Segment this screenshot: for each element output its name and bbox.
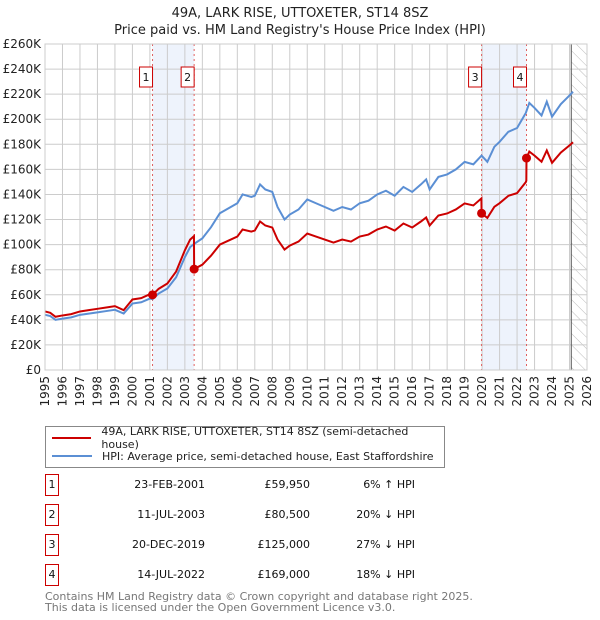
transaction-hpi-diff: 27% ↓ HPI	[356, 538, 415, 551]
legend-hpi: HPI: Average price, semi-detached house,…	[102, 449, 434, 463]
x-tick-label: 2008	[265, 376, 279, 407]
x-tick-label: 1999	[108, 376, 122, 407]
transaction-hpi-diff: 18% ↓ HPI	[356, 568, 415, 581]
x-tick-label: 2021	[493, 376, 507, 407]
x-tick-label: 2009	[283, 376, 297, 407]
transaction-date: 11-JUL-2003	[137, 508, 205, 521]
chart-subtitle: Price paid vs. HM Land Registry's House …	[114, 23, 486, 38]
transaction-date: 14-JUL-2022	[137, 568, 205, 581]
shaded-period-3-4	[481, 44, 527, 370]
x-tick-label: 2016	[405, 376, 419, 407]
sale-point	[148, 290, 158, 300]
footer-line-2: This data is licensed under the Open Gov…	[45, 601, 396, 614]
y-tick-label: £100K	[3, 238, 43, 252]
sale-label-box	[180, 66, 195, 88]
y-tick-label: £60K	[10, 288, 42, 302]
sale-label: 3	[472, 71, 479, 84]
x-tick-label: 2007	[248, 376, 262, 407]
property-legend-swatch	[52, 437, 92, 439]
x-tick-label: 2005	[213, 376, 227, 407]
x-tick-label: 2017	[423, 376, 437, 407]
x-tick-label: 2026	[580, 376, 594, 407]
y-tick-label: £40K	[10, 313, 42, 327]
forecast-hatch	[571, 44, 587, 370]
x-tick-label: 2018	[440, 376, 454, 407]
legend-property: 49A, LARK RISE, UTTOXETER, ST14 8SZ (sem…	[101, 425, 409, 451]
x-tick-label: 2003	[178, 376, 192, 407]
x-tick-label: 2025	[563, 376, 577, 407]
x-tick-label: 1997	[73, 376, 87, 407]
sale-label: 1	[143, 71, 150, 84]
x-tick-label: 2010	[300, 376, 314, 407]
transaction-row: 3 20-DEC-2019 £125,000 27% ↓ HPI	[45, 534, 465, 556]
transaction-price: £125,000	[257, 538, 311, 551]
transaction-price: £169,000	[257, 568, 311, 581]
y-tick-label: £120K	[3, 213, 43, 227]
sale-label-box	[139, 66, 154, 88]
y-tick-label: £200K	[3, 112, 43, 126]
hpi-line	[44, 90, 574, 321]
x-tick-label: 2011	[318, 376, 332, 407]
transaction-number: 4	[45, 564, 59, 586]
hpi-legend-swatch	[52, 455, 92, 457]
y-tick-label: £80K	[10, 263, 42, 277]
plot-area: £0 £20K £40K £60K £80K £100K £120K £140K £160K £1…	[3, 37, 594, 407]
transaction-number: 3	[45, 534, 59, 556]
transaction-number: 2	[45, 504, 59, 526]
chart-title: 49A, LARK RISE, UTTOXETER, ST14 8SZ	[171, 6, 429, 21]
x-tick-label: 2001	[143, 376, 157, 407]
x-tick-label: 2006	[230, 376, 244, 407]
x-tick-label: 2012	[335, 376, 349, 407]
y-tick-label: £260K	[3, 37, 43, 51]
footer-line-1: Contains HM Land Registry data © Crown c…	[45, 590, 473, 603]
sale-label: 4	[517, 71, 524, 84]
transaction-hpi-diff: 6% ↑ HPI	[363, 478, 415, 491]
x-tick-label: 2000	[125, 376, 139, 407]
plot-border	[44, 43, 588, 371]
y-tick-label: £180K	[3, 137, 43, 151]
x-tick-label: 2019	[458, 376, 472, 407]
shaded-period-1-2	[152, 44, 195, 370]
y-tick-label: £160K	[3, 162, 43, 176]
legend: 49A, LARK RISE, UTTOXETER, ST14 8SZ (sem…	[45, 425, 445, 468]
transaction-row: 4 14-JUL-2022 £169,000 18% ↓ HPI	[45, 564, 465, 586]
x-tick-label: 2022	[510, 376, 524, 407]
sale-label-box	[513, 66, 528, 88]
x-tick-label: 2015	[388, 376, 402, 407]
transaction-price: £59,950	[264, 478, 311, 491]
x-tick-label: 2014	[370, 376, 384, 407]
transaction-hpi-diff: 20% ↓ HPI	[356, 508, 415, 521]
y-tick-label: £20K	[10, 338, 42, 352]
transaction-date: 23-FEB-2001	[134, 478, 205, 491]
transaction-row: 1 23-FEB-2001 £59,950 6% ↑ HPI	[45, 474, 465, 496]
x-tick-label: 2020	[475, 376, 489, 407]
property-price-line	[44, 141, 574, 318]
sale-label: 2	[184, 71, 191, 84]
transaction-price: £80,500	[264, 508, 311, 521]
sale-point	[477, 208, 487, 218]
transaction-row: 2 11-JUL-2003 £80,500 20% ↓ HPI	[45, 504, 465, 526]
transaction-number: 1	[45, 474, 59, 496]
x-tick-label: 1995	[38, 376, 52, 407]
y-tick-label: £240K	[3, 62, 43, 76]
transaction-date: 20-DEC-2019	[131, 538, 205, 551]
x-tick-label: 2023	[528, 376, 542, 407]
sale-point	[189, 264, 199, 274]
x-tick-label: 1996	[55, 376, 69, 407]
sale-point	[522, 153, 532, 163]
x-tick-label: 1998	[90, 376, 104, 407]
x-tick-label: 2024	[545, 376, 559, 407]
x-tick-label: 2004	[195, 376, 209, 407]
sale-label-box	[468, 66, 483, 88]
y-tick-label: £0	[26, 363, 41, 377]
y-tick-label: £140K	[3, 187, 43, 201]
x-tick-label: 2013	[353, 376, 367, 407]
y-tick-label: £220K	[3, 87, 43, 101]
x-tick-label: 2002	[160, 376, 174, 407]
